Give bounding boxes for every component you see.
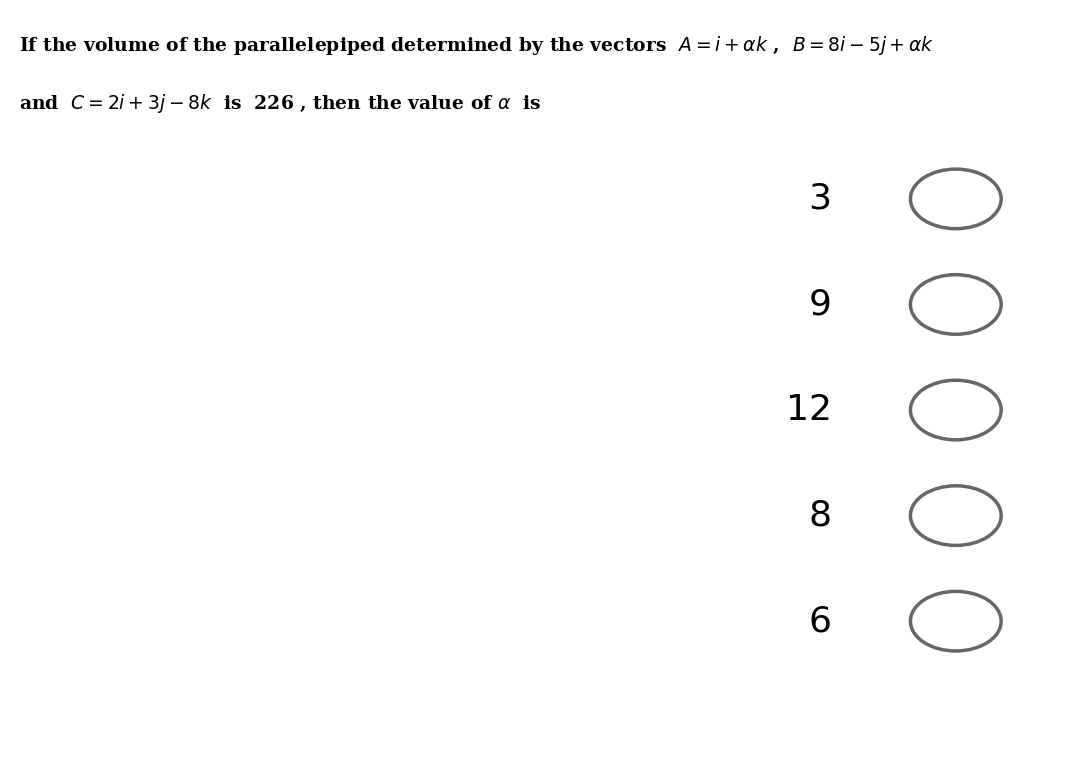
- Text: If the volume of the parallelepiped determined by the vectors  $A = i + \alpha k: If the volume of the parallelepiped dete…: [19, 34, 934, 57]
- Text: 8: 8: [809, 499, 832, 532]
- Text: 12: 12: [785, 393, 832, 427]
- Text: 6: 6: [809, 604, 832, 638]
- Text: 3: 3: [809, 182, 832, 216]
- Text: and  $C = 2i + 3j - 8k$  is  226 , then the value of $\alpha$  is: and $C = 2i + 3j - 8k$ is 226 , then the…: [19, 92, 542, 115]
- Text: 9: 9: [809, 288, 832, 321]
